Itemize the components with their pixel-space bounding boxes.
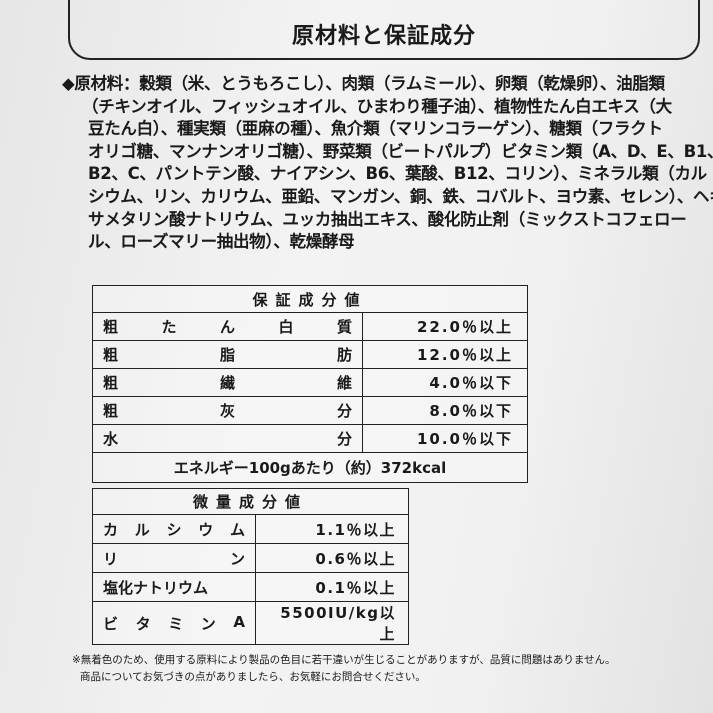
ingredients-line: サメタリン酸ナトリウム、ユッカ抽出エキス、酸化防止剤（ミックストコフェロー (88, 209, 687, 229)
row-value: 5500IU/kg以上 (255, 601, 409, 645)
label-char: 分 (336, 430, 352, 448)
row-value: 8.0％以下 (362, 396, 528, 425)
label-char: ビ (103, 614, 119, 633)
footer-line: 商品についてお気づきの点がありましたら、お気軽にお問合せください。 (80, 671, 426, 683)
row-value: 12.0％以上 (362, 340, 528, 369)
label-char: リ (103, 549, 119, 568)
table-header: 保証成分値 (92, 285, 528, 313)
footer-note: ※無着色のため、使用する原料により製品の色目に若干違いが生じることがありますが、… (72, 652, 616, 686)
table-row: 粗 繊 維 4.0％以下 (92, 368, 528, 397)
row-value: 0.1％以上 (255, 572, 409, 602)
label-char: 灰 (219, 402, 235, 420)
ingredients-line: シウム、リン、カリウム、亜鉛、マンガン、銅、鉄、コバルト、ヨウ素、セレン）、ヘキ (88, 186, 713, 206)
label-char: ん (219, 318, 235, 336)
table-row: 粗 た ん 白 質 22.0％以上 (92, 312, 528, 341)
table-row: ビタミン A 5500IU/kg以上 (92, 601, 409, 645)
title-box: 原材料と保証成分 (68, 0, 700, 60)
ingredients-line: オリゴ糖、マンナンオリゴ糖）、野菜類（ビートパルプ）ビタミン類（A、D、E、B1… (88, 141, 713, 161)
label-char: た (161, 318, 177, 336)
label-char: 粗 (103, 318, 119, 336)
ingredients-list: ◆原材料：穀類（米、とうもろこし）、肉類（ラムミール）、卵類（乾燥卵）、油脂類 … (62, 73, 713, 254)
label-char: 肪 (336, 346, 352, 364)
label-char: 白 (278, 318, 294, 336)
label-char: ン (200, 614, 216, 633)
label-char: 繊 (219, 374, 235, 392)
row-label: 塩化ナトリウム (92, 572, 256, 602)
table-header: 微量成分値 (92, 488, 409, 515)
ingredients-line: 豆たん白）、種実類（亜麻の種）、魚介類（マリンコラーゲン）、糖類（フラクト (88, 119, 663, 139)
label-char: ウ (198, 520, 214, 539)
trace-elements-table: 微量成分値 カルシウム 1.1％以上リン 0.6％以上 塩化ナトリウム 0.1％以上ビタ… (92, 488, 409, 645)
row-label: 粗たん白質 (92, 312, 363, 341)
ingredients-line: ◆原材料：穀類（米、とうもろこし）、肉類（ラムミール）、卵類（乾燥卵）、油脂類 (62, 74, 665, 93)
label-char: 脂 (219, 346, 235, 364)
row-label: 水分 (92, 424, 363, 453)
row-label: 粗繊維 (92, 368, 363, 397)
table-row: 塩化ナトリウム 0.1％以上 (92, 572, 409, 602)
table-row: 粗 脂 肪 12.0％以上 (92, 340, 528, 369)
guaranteed-analysis-table: 保証成分値 粗たん白質 22.0％以上粗脂肪 12.0％以上粗繊維 4.0％以下粗灰分… (92, 285, 528, 483)
row-label: リン (92, 543, 256, 573)
label-char: 水 (103, 430, 119, 448)
ingredients-line: ル、ローズマリー抽出物）、乾燥酵母 (88, 232, 355, 252)
row-value: 10.0％以下 (362, 424, 528, 453)
row-label: 粗脂肪 (92, 340, 363, 369)
label-char: ル (134, 520, 150, 539)
row-value: 1.1％以上 (255, 514, 409, 544)
label-char: シ (166, 520, 182, 539)
table-row: リン 0.6％以上 (92, 543, 409, 573)
label-char: タ (135, 614, 151, 633)
row-label: カルシウム (92, 514, 256, 544)
label-char: ミ (168, 614, 184, 633)
label-char: 塩化ナトリウム (103, 578, 209, 597)
ingredients-line: （チキンオイル、フィッシュオイル、ひまわり種子油）、植物性たん白エキス（大 (82, 96, 672, 116)
label-char: 粗 (103, 374, 119, 392)
label-char: 質 (336, 318, 352, 336)
table-row: 粗 灰 分 8.0％以下 (92, 396, 528, 425)
label-char: 粗 (103, 402, 119, 420)
label-char: ン (229, 549, 245, 568)
footer-line: ※無着色のため、使用する原料により製品の色目に若干違いが生じることがありますが、… (72, 654, 616, 666)
row-value: 0.6％以上 (255, 543, 409, 573)
energy-value: エネルギー100gあたり（約）372kcal (92, 452, 528, 483)
page-title: 原材料と保証成分 (291, 24, 476, 49)
row-value: 4.0％以下 (362, 368, 528, 397)
label-char: 維 (336, 374, 352, 392)
label-char: 粗 (103, 346, 119, 364)
label-char: A (233, 612, 245, 631)
ingredients-line: B2、C、パントテン酸、ナイアシン、B6、葉酸、B12、コリン）、ミネラル類（カ… (88, 164, 707, 184)
row-label: 粗灰分 (92, 396, 363, 425)
label-char: カ (103, 520, 119, 539)
label-char: 分 (336, 402, 352, 420)
row-value: 22.0％以上 (362, 312, 528, 341)
label-char: ム (229, 520, 245, 539)
table-row: 水分 10.0％以下 (92, 424, 528, 453)
table-row: カルシウム 1.1％以上 (92, 514, 409, 544)
